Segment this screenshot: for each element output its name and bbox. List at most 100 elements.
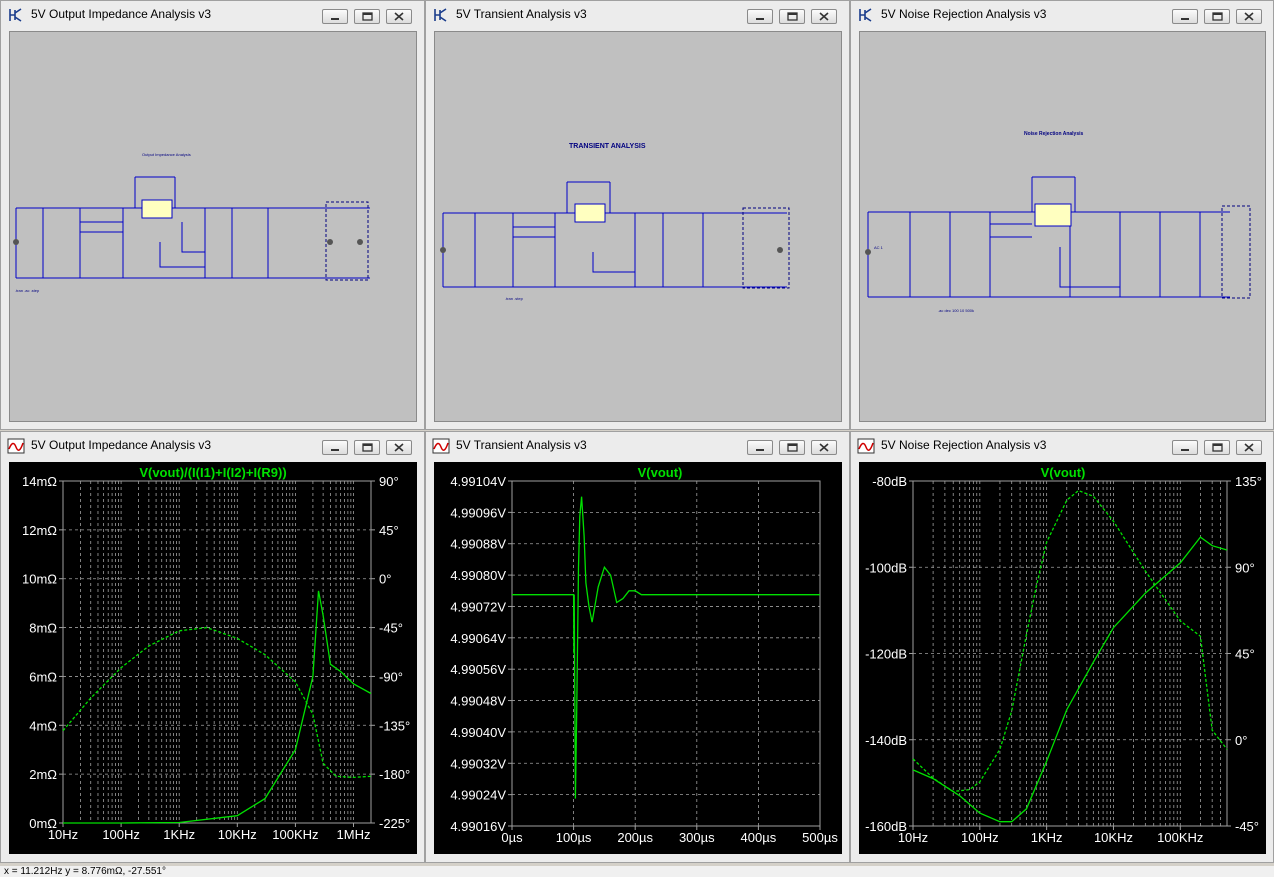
minimize-button[interactable] — [1172, 9, 1198, 24]
schematic-canvas[interactable]: Output Impedance Analysis .tran .ac .ste… — [9, 31, 417, 422]
schematic-heading: Noise Rejection Analysis — [1024, 131, 1083, 137]
x-tick-label: 100Hz — [961, 830, 999, 845]
window-title: 5V Noise Rejection Analysis v3 — [881, 438, 1047, 452]
transient-plot[interactable]: V(vout) 0µs 100µs 200µs 300µs 400µs 500µs 4.991… — [434, 462, 842, 854]
y-left-tick-label: -160dB — [865, 819, 907, 834]
minimize-button[interactable] — [747, 440, 773, 455]
minimize-button[interactable] — [322, 9, 348, 24]
plot-frame — [511, 480, 821, 827]
schematic-heading: TRANSIENT ANALYSIS — [569, 143, 646, 150]
y-right-tick-label: 0° — [379, 572, 391, 587]
x-tick-label: 10KHz — [1094, 830, 1133, 845]
window-title: 5V Transient Analysis v3 — [456, 7, 587, 21]
schematic-window-noise-rejection[interactable]: 5V Noise Rejection Analysis v3 Noise Rej… — [850, 0, 1274, 430]
x-tick-label: 1KHz — [163, 827, 195, 842]
schematic-icon — [859, 8, 872, 22]
y-tick-label: 4.99024V — [450, 788, 506, 803]
y-tick-label: 4.99072V — [450, 599, 506, 614]
impedance-plot[interactable]: V(vout)/(I(I1)+I(I2)+I(R9)) 14mΩ 12mΩ 10mΩ 8… — [9, 462, 417, 854]
schematic-window-output-impedance[interactable]: 5V Output Impedance Analysis v3 Output I… — [0, 0, 425, 430]
x-tick-label: 100Hz — [102, 827, 140, 842]
waveform-icon — [7, 438, 25, 454]
schematic-icon — [9, 8, 22, 22]
y-tick-label: 4.99016V — [450, 819, 506, 834]
y-left-tick-label: 0mΩ — [29, 816, 57, 831]
maximize-button[interactable] — [779, 440, 805, 455]
y-tick-label: 4.99080V — [450, 568, 506, 583]
y-right-tick-label: 135° — [1235, 474, 1262, 489]
phase-trace — [912, 489, 1228, 793]
y-tick-label: 4.99040V — [450, 725, 506, 740]
x-tick-label: 100KHz — [1157, 830, 1203, 845]
title-bar[interactable]: 5V Noise Rejection Analysis v3 — [851, 432, 1273, 460]
y-tick-label: 4.99096V — [450, 505, 506, 520]
title-bar[interactable]: 5V Output Impedance Analysis v3 — [1, 432, 424, 460]
window-title: 5V Transient Analysis v3 — [456, 438, 587, 452]
window-title: 5V Output Impedance Analysis v3 — [31, 7, 212, 21]
maximize-button[interactable] — [779, 9, 805, 24]
maximize-button[interactable] — [354, 440, 380, 455]
close-button[interactable] — [386, 9, 412, 24]
title-bar[interactable]: 5V Noise Rejection Analysis v3 — [851, 1, 1273, 29]
title-bar[interactable]: 5V Output Impedance Analysis v3 — [1, 1, 424, 29]
x-tick-label: 400µs — [741, 830, 777, 845]
minimize-button[interactable] — [322, 440, 348, 455]
y-right-tick-label: -45° — [1235, 819, 1259, 834]
plot-pane[interactable]: V(vout) -80dB -100dB -120dB -140dB -160dB 135°… — [859, 462, 1266, 854]
svg-text:.tran .step: .tran .step — [505, 296, 524, 301]
x-tick-label: 1KHz — [1031, 830, 1063, 845]
phase-trace — [62, 626, 372, 779]
plot-window-noise-rejection[interactable]: 5V Noise Rejection Analysis v3 V(vout) -8… — [850, 431, 1274, 863]
y-right-tick-label: 90° — [1235, 560, 1255, 575]
y-right-tick-label: -90° — [379, 669, 403, 684]
y-left-tick-label: 14mΩ — [22, 474, 57, 489]
y-left-tick-label: 4mΩ — [29, 718, 57, 733]
maximize-button[interactable] — [354, 9, 380, 24]
schematic-icon — [434, 8, 447, 22]
maximize-button[interactable] — [1204, 440, 1230, 455]
close-button[interactable] — [811, 440, 837, 455]
minimize-button[interactable] — [1172, 440, 1198, 455]
maximize-button[interactable] — [1204, 9, 1230, 24]
x-tick-label: 100KHz — [272, 827, 318, 842]
minimize-button[interactable] — [747, 9, 773, 24]
x-tick-label: 300µs — [679, 830, 715, 845]
y-right-tick-label: -135° — [379, 718, 410, 733]
y-right-tick-label: 0° — [1235, 733, 1247, 748]
y-right-tick-label: -45° — [379, 621, 403, 636]
y-right-tick-label: 90° — [379, 474, 399, 489]
magnitude-trace — [63, 590, 372, 824]
y-left-tick-label: -140dB — [865, 733, 907, 748]
y-tick-label: 4.99064V — [450, 631, 506, 646]
x-tick-label: 500µs — [802, 830, 838, 845]
y-left-tick-label: 6mΩ — [29, 669, 57, 684]
y-right-tick-label: 45° — [1235, 647, 1255, 662]
close-button[interactable] — [811, 9, 837, 24]
schematic-window-transient[interactable]: 5V Transient Analysis v3 TRANSIENT ANALY… — [425, 0, 850, 430]
close-button[interactable] — [386, 440, 412, 455]
y-tick-label: 4.99088V — [450, 537, 506, 552]
y-tick-label: 4.99048V — [450, 694, 506, 709]
waveform-icon — [857, 438, 875, 454]
close-button[interactable] — [1236, 9, 1262, 24]
y-right-tick-label: -180° — [379, 767, 410, 782]
plot-title: V(vout)/(I(I1)+I(I2)+I(R9)) — [139, 465, 286, 480]
plot-window-transient[interactable]: 5V Transient Analysis v3 V(vout) 0µs 100µs… — [425, 431, 850, 863]
title-bar[interactable]: 5V Transient Analysis v3 — [426, 432, 849, 460]
window-title: 5V Noise Rejection Analysis v3 — [881, 7, 1047, 21]
close-button[interactable] — [1236, 440, 1262, 455]
source-label: AC 1 — [874, 245, 884, 250]
noise-rejection-plot[interactable]: V(vout) -80dB -100dB -120dB -140dB -160dB 135°… — [859, 462, 1266, 854]
x-tick-label: 1MHz — [337, 827, 371, 842]
x-tick-label: 10Hz — [48, 827, 78, 842]
plot-pane[interactable]: V(vout)/(I(I1)+I(I2)+I(R9)) 14mΩ 12mΩ 10mΩ 8… — [9, 462, 417, 854]
plot-window-output-impedance[interactable]: 5V Output Impedance Analysis v3 V(vout)/… — [0, 431, 425, 863]
x-tick-label: 10Hz — [898, 830, 928, 845]
title-bar[interactable]: 5V Transient Analysis v3 — [426, 1, 849, 29]
plot-pane[interactable]: V(vout) 0µs 100µs 200µs 300µs 400µs 500µs 4.991… — [434, 462, 842, 854]
y-right-tick-label: 45° — [379, 523, 399, 538]
schematic-canvas[interactable]: Noise Rejection Analysis AC 1 .ac dec 10… — [859, 31, 1266, 422]
svg-text:.ac dec 100 10 500k: .ac dec 100 10 500k — [938, 308, 974, 313]
schematic-canvas[interactable]: TRANSIENT ANALYSIS .tran .step — [434, 31, 842, 422]
svg-text:Output Impedance Analysis: Output Impedance Analysis — [142, 152, 191, 157]
